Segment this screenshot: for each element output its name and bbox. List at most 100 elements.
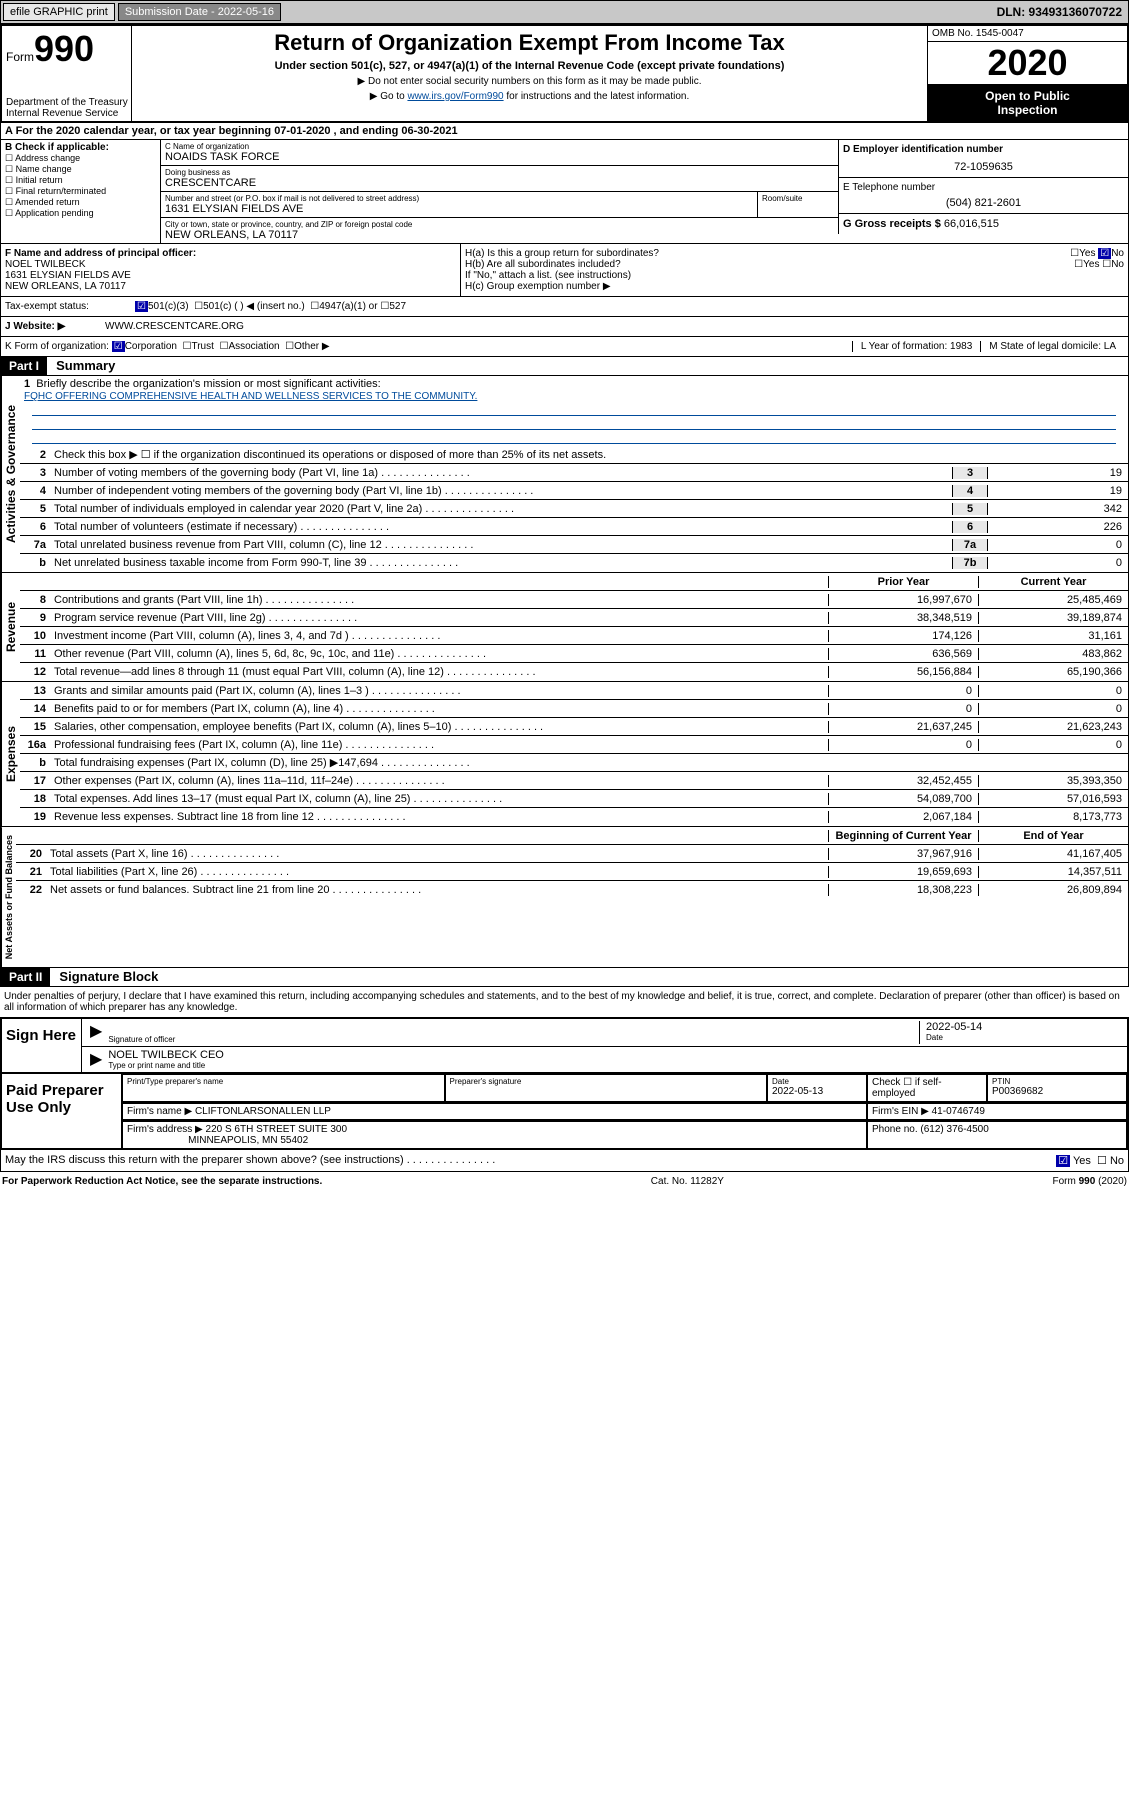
note2-pre: ▶ Go to — [370, 91, 408, 102]
tax-year: 2020 — [928, 42, 1127, 85]
curr-val: 8,173,773 — [978, 811, 1128, 823]
line-text: Salaries, other compensation, employee b… — [50, 721, 828, 733]
room-box: Room/suite — [758, 192, 838, 217]
curr-val: 65,190,366 — [978, 666, 1128, 678]
addr-box: Number and street (or P.O. box if mail i… — [161, 192, 758, 217]
chk-pending[interactable]: ☐ Application pending — [5, 208, 156, 219]
curr-val: 0 — [978, 703, 1128, 715]
chk-final[interactable]: ☐ Final return/terminated — [5, 186, 156, 197]
prior-val: 0 — [828, 685, 978, 697]
chk-501c3[interactable]: ☑ — [135, 301, 148, 312]
l7b-text: Net unrelated business taxable income fr… — [50, 557, 952, 569]
l3-val: 19 — [988, 467, 1128, 479]
curr-val: 21,623,243 — [978, 721, 1128, 733]
ha-yes: Yes — [1079, 248, 1095, 259]
form-number-cell: Form990 — [2, 26, 132, 72]
arrow-icon: ▶ — [90, 1021, 102, 1044]
discuss-yes-chk[interactable]: ☑ — [1056, 1155, 1070, 1167]
prior-val: 0 — [828, 703, 978, 715]
year-formation: L Year of formation: 1983 — [852, 341, 980, 352]
l7a-text: Total unrelated business revenue from Pa… — [50, 539, 952, 551]
curr-val: 39,189,874 — [978, 612, 1128, 624]
phone-box: E Telephone number (504) 821-2601 — [838, 178, 1128, 214]
sig-date-field: 2022-05-14 Date — [919, 1021, 1119, 1044]
form-subtitle: Under section 501(c), 527, or 4947(a)(1)… — [136, 60, 923, 72]
prior-val: 32,452,455 — [828, 775, 978, 787]
website-label: J Website: ▶ — [5, 321, 105, 332]
room-label: Room/suite — [762, 194, 834, 203]
line-10: 10Investment income (Part VIII, column (… — [20, 627, 1128, 645]
org-name: NOAIDS TASK FORCE — [165, 151, 834, 163]
form-word: Form — [6, 50, 34, 64]
line-18: 18Total expenses. Add lines 13–17 (must … — [20, 790, 1128, 808]
chk-amended[interactable]: ☐ Amended return — [5, 197, 156, 208]
sign-here-label: Sign Here — [2, 1019, 82, 1072]
prep-selfemp[interactable]: Check ☐ if self-employed — [867, 1074, 987, 1102]
arrow-icon: ▶ — [90, 1049, 102, 1070]
hb-yes: Yes — [1083, 259, 1099, 270]
chk-corp[interactable]: ☑ — [112, 341, 125, 352]
expenses-vlabel: Expenses — [1, 682, 20, 826]
col-prior-hdr: Prior Year — [828, 576, 978, 588]
l6-text: Total number of volunteers (estimate if … — [50, 521, 952, 533]
curr-val: 57,016,593 — [978, 793, 1128, 805]
line-9: 9Program service revenue (Part VIII, lin… — [20, 609, 1128, 627]
part1-title: Summary — [50, 356, 121, 375]
prior-val: 18,308,223 — [828, 884, 978, 896]
ha-label: H(a) Is this a group return for subordin… — [465, 248, 659, 259]
netassets-block: Net Assets or Fund Balances Beginning of… — [0, 827, 1129, 968]
preparer-label: Paid Preparer Use Only — [2, 1074, 122, 1148]
curr-val: 26,809,894 — [978, 884, 1128, 896]
col-prior-hdr: Beginning of Current Year — [828, 830, 978, 842]
curr-val: 483,862 — [978, 648, 1128, 660]
phone-label: E Telephone number — [843, 182, 1124, 193]
line-12: 12Total revenue—add lines 8 through 11 (… — [20, 663, 1128, 681]
preparer-block: Paid Preparer Use Only Print/Type prepar… — [0, 1074, 1129, 1150]
l2-text: Check this box ▶ ☐ if the organization d… — [50, 448, 1128, 461]
hc-label: H(c) Group exemption number ▶ — [465, 281, 1124, 292]
line-text: Program service revenue (Part VIII, line… — [50, 612, 828, 624]
form-990: 990 — [34, 28, 94, 69]
ein-val: 72-1059635 — [843, 161, 1124, 173]
line-text: Net assets or fund balances. Subtract li… — [46, 884, 828, 896]
gross-box: G Gross receipts $ 66,016,515 — [838, 214, 1128, 234]
hb-note: If "No," attach a list. (see instruction… — [465, 270, 1124, 281]
chk-address[interactable]: ☐ Address change — [5, 153, 156, 164]
gross-label: G Gross receipts $ — [843, 218, 941, 230]
line-text: Total fundraising expenses (Part IX, col… — [50, 756, 828, 769]
form-note1: ▶ Do not enter social security numbers o… — [136, 76, 923, 87]
hb-row: H(b) Are all subordinates included? ☐Yes… — [465, 259, 1124, 270]
chk-address-label: Address change — [15, 153, 80, 163]
efile-btn[interactable]: efile GRAPHIC print — [3, 3, 115, 21]
dept-line2: Internal Revenue Service — [6, 108, 128, 119]
ha-no: No — [1111, 248, 1124, 259]
line-22: 22Net assets or fund balances. Subtract … — [16, 881, 1128, 899]
open-public: Open to Public Inspection — [928, 85, 1127, 121]
prep-date: Date2022-05-13 — [767, 1074, 867, 1102]
form-title: Return of Organization Exempt From Incom… — [136, 30, 923, 56]
sig-intro: Under penalties of perjury, I declare th… — [0, 987, 1129, 1017]
firm-ein: Firm's EIN ▶ 41-0746749 — [867, 1103, 1127, 1120]
dba-label: Doing business as — [165, 168, 834, 177]
note2-post: for instructions and the latest informat… — [504, 91, 690, 102]
website-val: WWW.CRESCENTCARE.ORG — [105, 321, 244, 332]
irs-link[interactable]: www.irs.gov/Form990 — [407, 91, 503, 102]
part2-bar: Part II Signature Block — [0, 968, 1129, 987]
l5-text: Total number of individuals employed in … — [50, 503, 952, 515]
footer-right: Form 990 (2020) — [1053, 1176, 1127, 1187]
line-20: 20Total assets (Part X, line 16)37,967,9… — [16, 845, 1128, 863]
opt-assoc: Association — [228, 341, 279, 352]
revenue-block: Revenue Prior YearCurrent Year8Contribut… — [0, 573, 1129, 682]
chk-name[interactable]: ☐ Name change — [5, 164, 156, 175]
line-text: Total liabilities (Part X, line 26) — [46, 866, 828, 878]
chk-initial[interactable]: ☐ Initial return — [5, 175, 156, 186]
revenue-vlabel: Revenue — [1, 573, 20, 681]
prior-val: 56,156,884 — [828, 666, 978, 678]
sig-officer-field[interactable]: Signature of officer — [108, 1021, 919, 1044]
prior-val: 19,659,693 — [828, 866, 978, 878]
line-text: Grants and similar amounts paid (Part IX… — [50, 685, 828, 697]
governance-block: Activities & Governance 1 Briefly descri… — [0, 376, 1129, 573]
l4-text: Number of independent voting members of … — [50, 485, 952, 497]
ein-box: D Employer identification number 72-1059… — [838, 140, 1128, 178]
sig-date-val: 2022-05-14 — [926, 1021, 1119, 1033]
